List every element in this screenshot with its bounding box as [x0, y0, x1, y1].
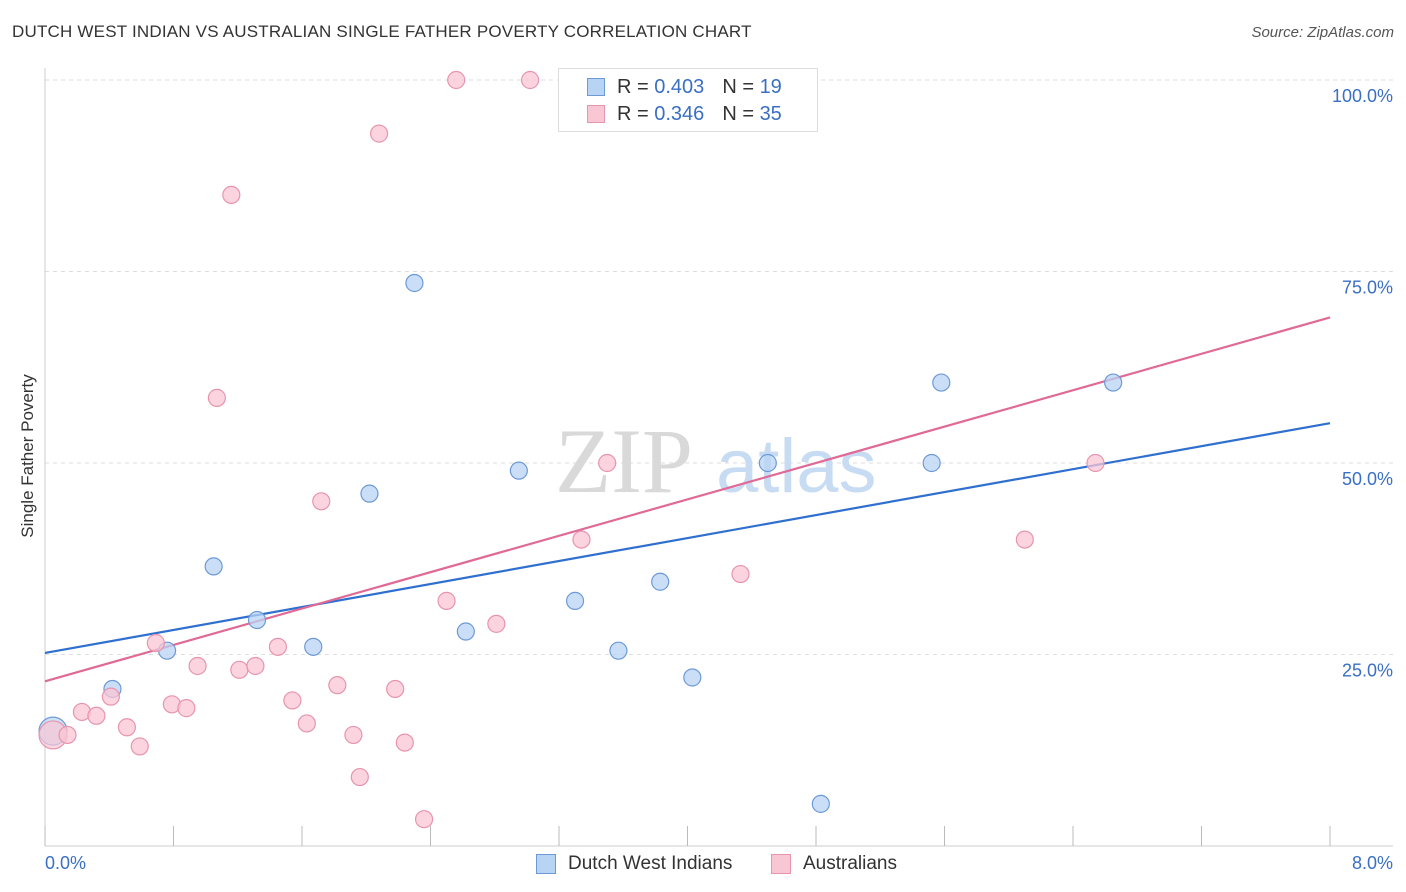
- australian-point: [414, 810, 434, 829]
- australian-point: [395, 733, 414, 752]
- australian-point: [268, 637, 288, 656]
- australian-point: [350, 767, 369, 787]
- dutch-west-indian-point: [360, 484, 379, 503]
- australian-point: [572, 530, 591, 549]
- dutch-west-indian-point: [304, 637, 323, 656]
- dutch-west-indian-point: [922, 453, 941, 473]
- legend-r-value: 0.346: [654, 102, 705, 125]
- y-tick-label: 75.0%: [1342, 278, 1393, 298]
- dutch-west-indian-point: [405, 273, 424, 293]
- y-axis-title: Single Father Poverty: [18, 374, 37, 538]
- legend-r-value: 0.403: [654, 75, 705, 98]
- australian-point: [386, 679, 405, 699]
- x-tick-label-max: 8.0%: [1352, 853, 1393, 873]
- dutch-west-indian-point: [609, 641, 628, 660]
- dutch-west-indian-point: [932, 373, 951, 392]
- australian-point: [297, 714, 316, 733]
- dutch-west-indian-point: [651, 572, 670, 591]
- australian-point: [58, 725, 77, 745]
- australian-point: [487, 614, 506, 633]
- australian-point: [146, 633, 165, 653]
- point-layer: [38, 70, 1123, 829]
- watermark-zip: ZIP: [555, 410, 693, 512]
- legend-series-name: Dutch West Indians: [568, 853, 733, 874]
- legend-swatch-pink: [771, 854, 791, 874]
- tick-labels: 25.0% 50.0% 75.0% 100.0% 0.0% 8.0%: [45, 86, 1393, 873]
- dutch-west-indian-point: [204, 557, 223, 576]
- australian-point: [731, 564, 750, 584]
- australian-point: [437, 591, 456, 610]
- australian-point: [312, 492, 331, 511]
- legend-swatch-blue: [536, 854, 556, 874]
- legend-row-dutch: R = 0.403 N = 19: [587, 75, 782, 99]
- legend-swatch-pink: [587, 105, 605, 123]
- australian-point: [520, 70, 540, 90]
- dutch-west-indian-point: [811, 794, 830, 813]
- legend-n-value: 35: [759, 102, 782, 125]
- axis-layer: [44, 68, 1393, 847]
- bottom-legend-australians: Australians: [771, 851, 897, 877]
- source-label: Source: ZipAtlas.com: [1251, 24, 1394, 41]
- australian-point: [101, 687, 120, 706]
- bottom-legend-dutch: Dutch West Indians: [536, 851, 732, 877]
- legend-r-label: R =: [617, 75, 649, 98]
- australian-point: [177, 699, 196, 718]
- dutch-west-indian-point: [509, 461, 528, 480]
- australian-point: [207, 388, 226, 407]
- australian-point: [1015, 530, 1034, 549]
- australian-point: [222, 185, 241, 204]
- australian-point: [230, 660, 249, 679]
- watermark-atlas: atlas: [716, 424, 877, 509]
- australian-point: [246, 656, 265, 676]
- legend-row-australians: R = 0.346 N = 35: [587, 102, 782, 126]
- y-tick-label: 25.0%: [1342, 661, 1393, 681]
- australian-point: [188, 656, 207, 676]
- watermark: ZIP atlas: [555, 410, 877, 512]
- legend-swatch-blue: [587, 78, 605, 96]
- australian-point: [130, 737, 149, 756]
- chart-title: DUTCH WEST INDIAN VS AUSTRALIAN SINGLE F…: [12, 22, 752, 41]
- y-tick-label: 100.0%: [1332, 86, 1393, 106]
- correlation-legend: R = 0.403 N = 19 R = 0.346 N = 35: [558, 68, 818, 132]
- legend-r-label: R =: [617, 102, 649, 125]
- dutch-west-indian-point: [683, 668, 702, 687]
- legend-series-name: Australians: [803, 853, 897, 874]
- trend-layer: [44, 316, 1331, 683]
- dutch-west-indian-point: [565, 591, 585, 610]
- australian-point: [328, 676, 347, 695]
- australian-point: [283, 691, 302, 710]
- australian-point: [370, 124, 389, 143]
- dutch-west-indian-point: [247, 610, 267, 630]
- dutch-west-indian-point: [758, 453, 777, 473]
- australian-point: [598, 453, 617, 473]
- australian-point: [344, 725, 363, 745]
- dutch-west-indian-point: [1104, 373, 1123, 392]
- y-tick-label: 50.0%: [1342, 469, 1393, 489]
- australian-trendline: [44, 316, 1331, 683]
- legend-n-label: N =: [722, 102, 754, 125]
- australian-point: [87, 706, 106, 725]
- grid-layer: [45, 79, 1393, 655]
- dutch-west-indian-point: [456, 622, 475, 641]
- legend-n-value: 19: [759, 75, 782, 98]
- x-tick-label-min: 0.0%: [45, 853, 86, 873]
- legend-n-label: N =: [722, 75, 754, 98]
- australian-point: [117, 718, 137, 737]
- australian-point: [447, 70, 466, 90]
- australian-point: [1086, 453, 1105, 473]
